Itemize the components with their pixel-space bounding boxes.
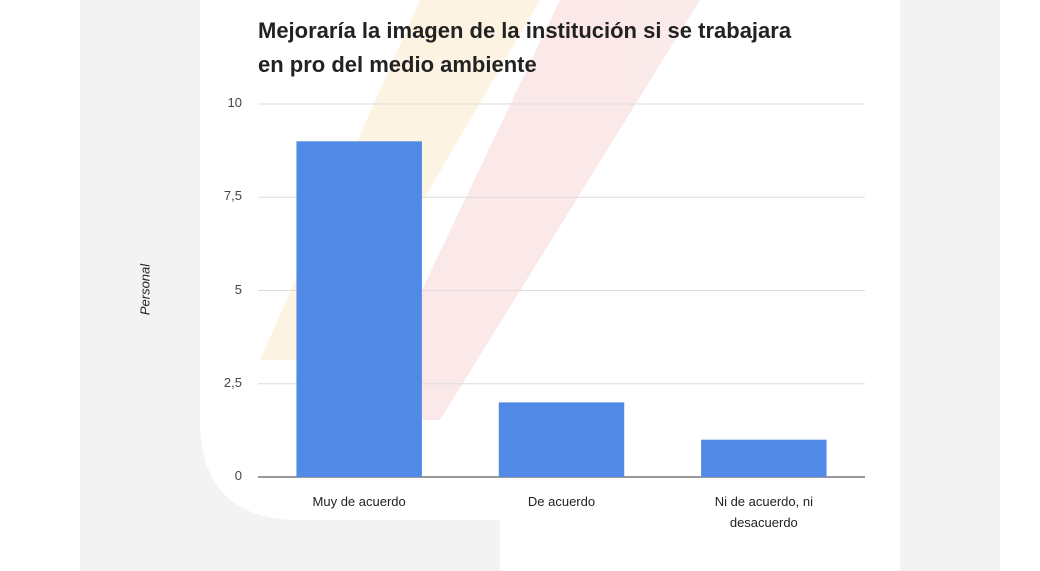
- chart-title: Mejoraría la imagen de la institución si…: [258, 18, 792, 77]
- x-tick-label: Muy de acuerdo: [312, 494, 406, 509]
- y-tick-label: 0: [234, 468, 242, 483]
- y-tick-label: 5: [234, 281, 242, 297]
- bar: [498, 402, 625, 477]
- y-tick-label: 2,5: [223, 374, 242, 390]
- y-tick-label: 7,5: [223, 188, 242, 204]
- x-tick-label: De acuerdo: [527, 494, 596, 509]
- x-tick-label: Ni de acuerdo, ni desacuerdo: [714, 494, 813, 530]
- bar: [701, 439, 827, 477]
- y-axis-label: Personal: [137, 263, 153, 316]
- bar: [296, 141, 422, 478]
- y-tick-label: 10: [227, 95, 242, 110]
